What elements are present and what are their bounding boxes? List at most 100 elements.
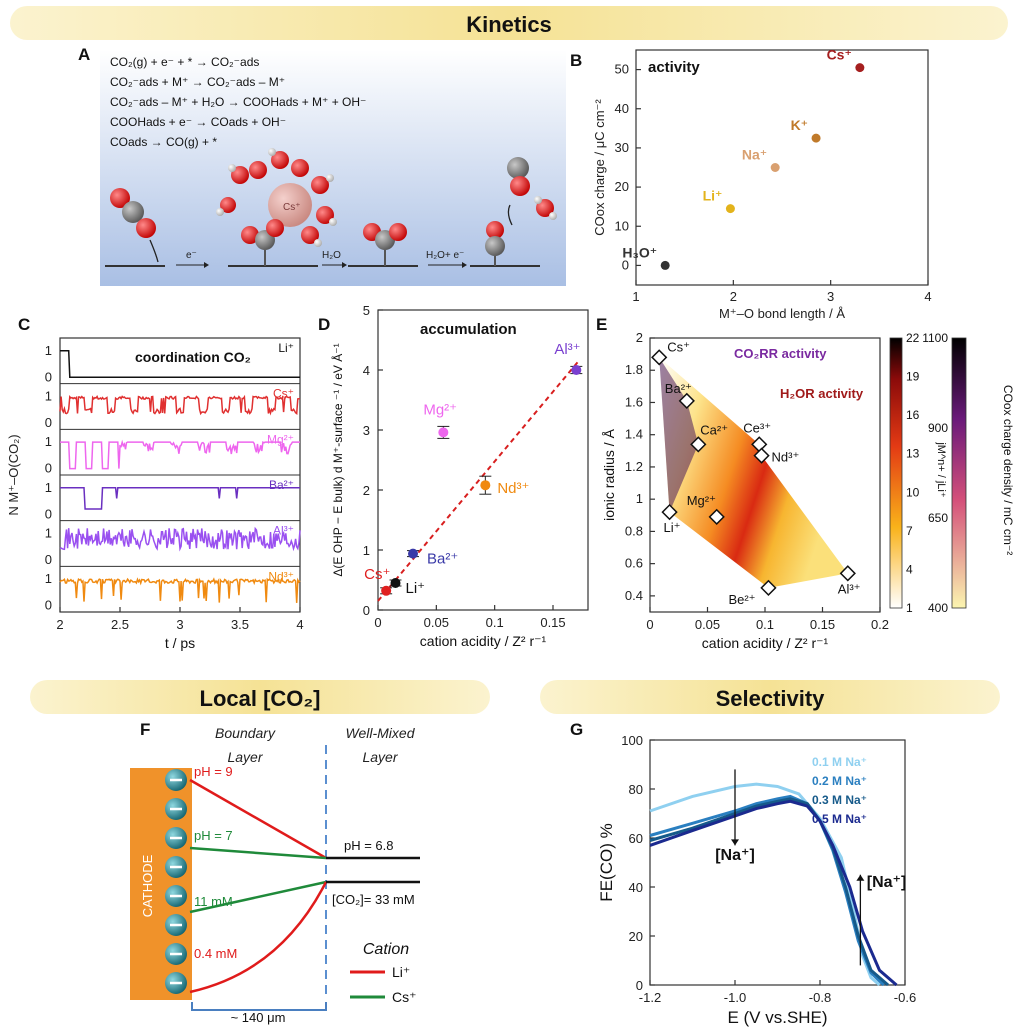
colorbar-1-tick: 13	[906, 447, 920, 461]
cathode-label: CATHODE	[140, 854, 155, 917]
x-tick-label: -0.6	[894, 990, 916, 1005]
na-annotation-2: [Na⁺]	[867, 874, 907, 891]
data-point	[660, 260, 670, 270]
boundary-layer-label-1: Boundary	[215, 725, 276, 741]
legend-entry: 0.2 M Na⁺	[812, 774, 867, 788]
point-label: Al³⁺	[554, 341, 580, 358]
y-tick-label: 20	[629, 929, 643, 944]
row-tick-label: 1	[45, 388, 52, 403]
data-point	[770, 163, 780, 172]
plot-frame	[377, 309, 589, 611]
data-point	[839, 565, 856, 582]
point-label: Na⁺	[742, 147, 767, 163]
y-tick-label: 0	[636, 978, 643, 993]
colorbar-1-tick: 4	[906, 562, 913, 576]
panel-label-e: E	[596, 315, 607, 334]
co2-04mm-label: 0.4 mM	[194, 946, 237, 961]
data-point	[408, 548, 418, 559]
li-co2-curve	[189, 881, 328, 994]
legend-li-label: Li⁺	[392, 964, 410, 980]
colorbar-1	[889, 337, 903, 609]
chart-e: 0 0.05 0.1 0.15 0.2 0.4 0.6 0.8 1 1.2 1.4 1.6 1.8 2 ca…	[601, 330, 1015, 651]
colorbar-1-tick: 16	[906, 408, 920, 422]
point-label: H₃O⁺	[622, 244, 657, 260]
series-trace	[59, 526, 301, 552]
x-tick-label: 3	[827, 289, 834, 304]
plot-frame	[635, 49, 929, 286]
data-point	[480, 480, 491, 491]
panel-label-b: B	[570, 51, 582, 70]
data-point	[855, 63, 865, 73]
y-tick-label: 1	[363, 543, 370, 558]
y-tick-label: 0.6	[625, 556, 643, 571]
colorbar-1-tick: 22	[906, 331, 920, 345]
series-label: Ba²⁺	[269, 478, 294, 492]
panel-label-c: C	[18, 315, 30, 334]
point-label: Ca²⁺	[700, 422, 728, 437]
x-tick-label: 0.1	[486, 615, 504, 630]
point-label: Mg²⁺	[687, 493, 716, 508]
y-tick-label: 1.2	[625, 459, 643, 474]
row-tick-label: 0	[45, 369, 52, 384]
equation-4: COOHads + e⁻ → COads + OH⁻	[110, 115, 286, 129]
electron-column	[165, 769, 187, 994]
curved-arrow-1	[149, 239, 159, 263]
curved-arrow-2	[507, 204, 513, 226]
point-label: Cs⁺	[667, 339, 690, 354]
y-tick-label: 1.8	[625, 362, 643, 377]
row-tick-label: 0	[45, 598, 52, 613]
data-point	[690, 436, 707, 453]
x-tick-label: 1	[632, 289, 639, 304]
up-arrow-head	[856, 874, 865, 881]
colorbar-1-tick: 10	[906, 485, 920, 499]
point-label: K⁺	[791, 117, 809, 133]
x-tick-label: 3	[176, 617, 183, 632]
point-label: Nd³⁺	[772, 450, 800, 465]
co2-11mm-label: 11 mM	[194, 894, 233, 909]
y-tick-label: 40	[629, 880, 643, 895]
point-label: Cs⁺	[827, 47, 852, 63]
equation-1: CO₂(g) + e⁻ + * → CO₂⁻ads	[110, 55, 259, 69]
data-point	[678, 392, 695, 409]
y-tick-label: 4	[363, 363, 370, 378]
data-point	[725, 204, 735, 214]
data-point	[708, 508, 725, 526]
cs-cation-sphere	[268, 183, 312, 227]
row-tick-label: 1	[45, 343, 52, 358]
y-tick-label: 1.6	[625, 394, 643, 409]
x-tick-label: -0.8	[809, 990, 831, 1005]
y-tick-label: 1	[636, 491, 643, 506]
x-tick-label: 0	[374, 615, 381, 630]
y-tick-label: 80	[629, 782, 643, 797]
colorbar-2-tick: 900	[928, 421, 948, 435]
series-trace	[59, 394, 301, 416]
x-tick-label: -1.0	[724, 990, 746, 1005]
selectivity-header: Selectivity	[716, 686, 826, 711]
data-point	[571, 365, 582, 375]
panel-label-f: F	[140, 720, 150, 739]
chart-title: activity	[648, 59, 700, 76]
x-tick-label: 2	[730, 289, 737, 304]
colorbar-1-tick: 7	[906, 524, 913, 538]
panel-label-g: G	[570, 720, 583, 739]
data-point	[753, 447, 770, 464]
na-annotation-1: [Na⁺]	[715, 847, 755, 864]
panel-label-a: A	[78, 45, 90, 64]
x-axis-label: t / ps	[165, 635, 195, 651]
y-tick-label: 5	[363, 303, 370, 318]
ph68-label: pH = 6.8	[344, 838, 394, 853]
x-tick-label: 0.15	[540, 615, 565, 630]
colorbar-2-tick: 400	[928, 601, 948, 615]
y-tick-label: 2	[636, 330, 643, 345]
row-tick-label: 0	[45, 552, 52, 567]
y-tick-label: 0	[622, 257, 629, 272]
y-axis-label: N M⁺–O(CO₂)	[6, 434, 21, 515]
panel-f-diagram: Boundary Layer Well-Mixed Layer CATHODE …	[130, 725, 420, 1025]
point-label: Li⁺	[406, 580, 426, 597]
y-axis-label: ionic radius / Å	[601, 428, 617, 520]
x-tick-label: 0.2	[871, 617, 889, 632]
x-axis-label: cation acidity / Z² r⁻¹	[702, 635, 829, 651]
row-tick-label: 0	[45, 506, 52, 521]
x-tick-label: 0.1	[756, 617, 774, 632]
co2rr-annotation: CO₂RR activity	[734, 346, 827, 361]
